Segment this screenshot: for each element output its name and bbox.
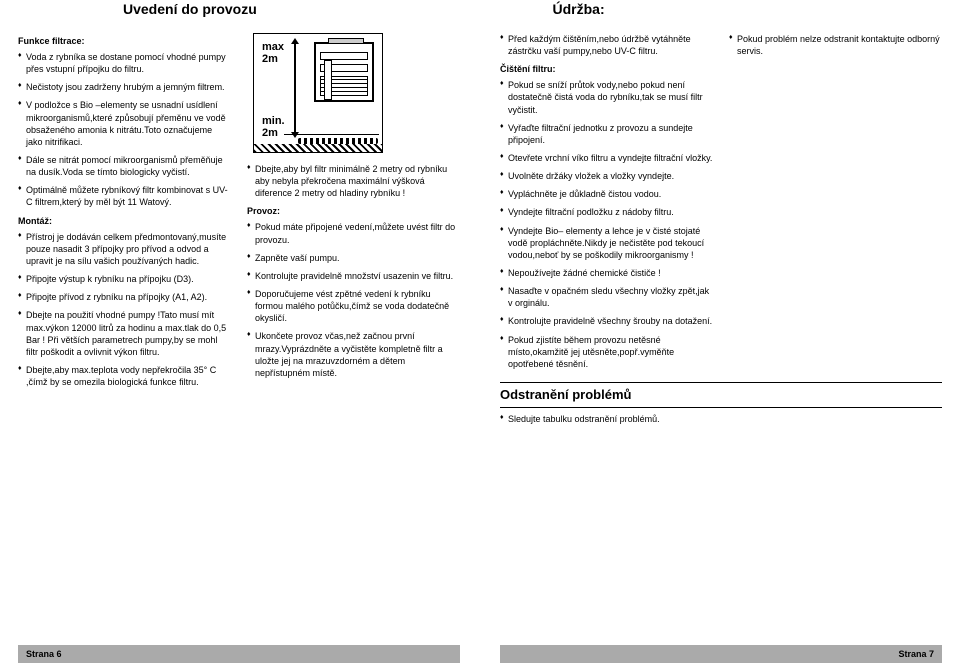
list-item: Doporučujeme vést zpětné vedení k rybník…: [247, 288, 460, 324]
list-item: Vyřaďte filtrační jednotku z provozu a s…: [500, 122, 713, 146]
diagram-ground: [254, 144, 382, 152]
cisteni-title: Čištění filtru:: [500, 63, 713, 75]
list-item: Ukončete provoz včas,než začnou první mr…: [247, 330, 460, 379]
list-item: Pokud se sníží průtok vody,nebo pokud ne…: [500, 79, 713, 115]
diagram-hline: [284, 134, 379, 135]
list-item: Nečistoty jsou zadrženy hrubým a jemným …: [18, 81, 231, 93]
list-item: Vyndejte filtrační podložku z nádoby fil…: [500, 206, 713, 218]
install-diagram: max 2m min. 2m: [253, 33, 383, 153]
heading-right: Údržba:: [553, 0, 943, 19]
list-item: Dbejte,aby max.teplota vody nepřekročila…: [18, 364, 231, 388]
list-item: Kontrolujte pravidelně množství usazenin…: [247, 270, 460, 282]
list-item: Optimálně můžete rybníkový filtr kombino…: [18, 184, 231, 208]
list-item: Dbejte,aby byl filtr minimálně 2 metry o…: [247, 163, 460, 199]
right-col1: Před každým čištěním,nebo údržbě vytáhně…: [500, 33, 713, 376]
diagram-pipe: [324, 60, 332, 100]
provoz-title: Provoz:: [247, 205, 460, 217]
list-item: Zapněte vaší pumpu.: [247, 252, 460, 264]
funkce-title: Funkce filtrace:: [18, 35, 231, 47]
list-item: Před každým čištěním,nebo údržbě vytáhně…: [500, 33, 713, 57]
right-page: Před každým čištěním,nebo údržbě vytáhně…: [500, 33, 942, 431]
page-number-right: Strana 7: [500, 645, 942, 663]
footer: Strana 6 Strana 7: [0, 645, 960, 663]
list-item: V podložce s Bio –elementy se usnadní us…: [18, 99, 231, 148]
list-item: Dále se nitrát pomocí mikroorganismů pře…: [18, 154, 231, 178]
montaz-title: Montáž:: [18, 215, 231, 227]
diagram-arrow: [294, 42, 296, 134]
list-item: Připojte výstup k rybníku na přípojku (D…: [18, 273, 231, 285]
list-item: Uvolněte držáky vložek a vložky vyndejte…: [500, 170, 713, 182]
list-item: Vypláchněte je důkladně čistou vodou.: [500, 188, 713, 200]
left-col1: Funkce filtrace: Voda z rybníka se dosta…: [18, 33, 231, 394]
diagram-lid: [328, 38, 364, 44]
list-item: Pokud máte připojené vedení,můžete uvést…: [247, 221, 460, 245]
right-col2: Pokud problém nelze odstranit kontaktujt…: [729, 33, 942, 376]
page-number-left: Strana 6: [18, 645, 460, 663]
left-page: Funkce filtrace: Voda z rybníka se dosta…: [18, 33, 460, 431]
page-number-left-wrap: Strana 6: [18, 645, 460, 663]
list-item: Voda z rybníka se dostane pomocí vhodné …: [18, 51, 231, 75]
list-item: Kontrolujte pravidelně všechny šrouby na…: [500, 315, 713, 327]
left-col2: max 2m min. 2m: [247, 33, 460, 394]
diagram-filter: [314, 42, 374, 102]
list-item: Připojte přívod z rybníku na přípojky (A…: [18, 291, 231, 303]
list-item: Pokud zjistíte během provozu netěsné mís…: [500, 334, 713, 370]
list-item: Nepoužívejte žádné chemické čističe !: [500, 267, 713, 279]
list-item: Sledujte tabulku odstranění problémů.: [500, 413, 942, 425]
list-item: Vyndejte Bio– elementy a lehce je v čist…: [500, 225, 713, 261]
heading-left: Uvedení do provozu: [123, 0, 513, 19]
list-item: Pokud problém nelze odstranit kontaktujt…: [729, 33, 942, 57]
page-number-right-wrap: Strana 7: [500, 645, 942, 663]
list-item: Dbejte na použití vhodné pumpy !Tato mus…: [18, 309, 231, 358]
list-item: Nasaďte v opačném sledu všechny vložky z…: [500, 285, 713, 309]
odstraneni-title: Odstranění problémů: [500, 382, 942, 408]
diagram-label-2m-bottom: 2m: [262, 126, 278, 141]
page-spread: Funkce filtrace: Voda z rybníka se dosta…: [0, 25, 960, 431]
diagram-label-2m-top: 2m: [262, 52, 278, 67]
list-item: Přístroj je dodáván celkem předmontovaný…: [18, 231, 231, 267]
list-item: Otevřete vrchní víko filtru a vyndejte f…: [500, 152, 713, 164]
